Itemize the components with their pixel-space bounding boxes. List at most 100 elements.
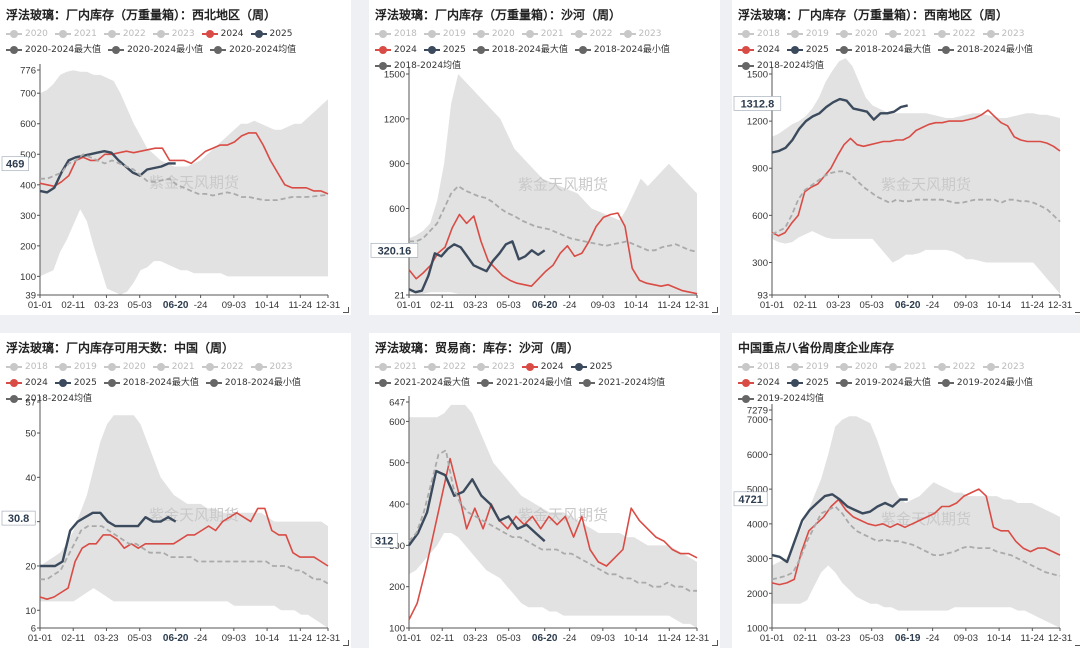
y-tick-label: 500	[20, 150, 36, 161]
legend-item[interactable]: 2018-2024最小值	[574, 42, 670, 58]
legend-item[interactable]: 2018-2024均值	[375, 58, 461, 74]
legend-item[interactable]: 2019	[786, 359, 829, 375]
legend-item[interactable]: 2021	[152, 359, 195, 375]
legend-item[interactable]: 2019	[423, 26, 466, 42]
legend-label: 2021	[903, 29, 927, 39]
resize-handle-icon[interactable]	[712, 640, 718, 646]
legend-item[interactable]: 2024	[201, 26, 244, 42]
legend-item[interactable]: 2024	[375, 42, 417, 58]
legend-item[interactable]: 2020-2024最大值	[6, 42, 101, 58]
legend-item[interactable]: 2020	[835, 359, 878, 375]
legend-item[interactable]: 2023	[250, 359, 292, 375]
legend-item[interactable]: 2022	[103, 26, 146, 42]
x-tick-label: 11-24	[658, 300, 682, 311]
legend-item[interactable]: 2018-2024最大值	[835, 42, 931, 58]
legend-item[interactable]: 2019-2024均值	[738, 391, 824, 407]
legend-label: 2022	[220, 362, 244, 372]
y-tick-label: 21	[394, 291, 405, 302]
legend-item[interactable]: 2022	[423, 359, 466, 375]
resize-handle-icon[interactable]	[1075, 307, 1080, 313]
legend-item[interactable]: 2020	[472, 26, 515, 42]
legend-item[interactable]: 2018	[6, 359, 48, 375]
legend-label: 2020-2024均值	[229, 45, 297, 55]
legend-label: 2024	[25, 378, 48, 388]
legend-item[interactable]: 2020	[6, 26, 48, 42]
legend-item[interactable]: 2023	[982, 26, 1024, 42]
legend-item[interactable]: 2025	[54, 375, 97, 391]
legend-item[interactable]: 2023	[472, 359, 515, 375]
legend-item[interactable]: 2025	[570, 359, 613, 375]
legend-item[interactable]: 2025	[250, 26, 292, 42]
legend-marker-icon	[6, 378, 22, 387]
resize-handle-icon[interactable]	[712, 307, 718, 313]
legend-item[interactable]: 2021	[884, 26, 927, 42]
legend-marker-icon	[54, 378, 71, 387]
legend-label: 2021	[394, 362, 417, 372]
legend-item[interactable]: 2018-2024均值	[6, 391, 92, 407]
x-tick-label: 01-01	[397, 300, 421, 311]
legend-label: 2025	[73, 378, 97, 388]
chart-legend: 2018 2019 2020 2021 2022 2023 2024 2025 2018-202…	[738, 26, 1078, 74]
legend-item[interactable]: 2019-2024最小值	[937, 375, 1033, 391]
legend-item[interactable]: 2018-2024最小值	[937, 42, 1033, 58]
legend-item[interactable]: 2023	[982, 359, 1024, 375]
legend-item[interactable]: 2022	[201, 359, 244, 375]
legend-item[interactable]: 2019-2024最大值	[835, 375, 931, 391]
legend-item[interactable]: 2022	[933, 26, 976, 42]
legend-marker-icon	[982, 362, 999, 371]
legend-label: 2021-2024均值	[598, 378, 666, 388]
legend-item[interactable]: 2019	[786, 26, 829, 42]
x-tick-label: 01-01	[397, 633, 421, 644]
legend-item[interactable]: 2018	[738, 26, 780, 42]
x-tick-label: 02-11	[61, 300, 85, 311]
watermark: 紫金天风期货	[881, 177, 971, 194]
legend-item[interactable]: 2021	[521, 26, 564, 42]
resize-handle-icon[interactable]	[1075, 640, 1080, 646]
resize-handle-icon[interactable]	[343, 307, 349, 313]
legend-item[interactable]: 2018	[375, 26, 417, 42]
legend-item[interactable]: 2020-2024均值	[210, 42, 296, 58]
x-tick-label: 10-14	[624, 300, 648, 311]
legend-item[interactable]: 2018-2024均值	[738, 58, 824, 74]
legend-item[interactable]: 2023	[152, 26, 195, 42]
legend-item[interactable]: 2022	[570, 26, 613, 42]
legend-label: 2022	[952, 29, 976, 39]
legend-item[interactable]: 2018-2024最大值	[472, 42, 568, 58]
legend-label: 2024	[220, 29, 244, 39]
series-line-2025	[40, 511, 177, 568]
legend-marker-icon	[933, 362, 950, 371]
legend-item[interactable]: 2019	[54, 359, 97, 375]
legend-item[interactable]: 2021-2024最大值	[375, 375, 470, 391]
legend-marker-icon	[937, 378, 954, 387]
legend-marker-icon	[103, 29, 120, 38]
legend-item[interactable]: 2020	[103, 359, 146, 375]
legend-item[interactable]: 2025	[786, 375, 829, 391]
legend-label: 2021	[171, 362, 195, 372]
legend-item[interactable]: 2020-2024最小值	[108, 42, 203, 58]
legend-item[interactable]: 2018	[738, 359, 780, 375]
legend-item[interactable]: 2021	[884, 359, 927, 375]
resize-handle-icon[interactable]	[343, 640, 349, 646]
legend-item[interactable]: 2020	[835, 26, 878, 42]
legend-item[interactable]: 2021-2024均值	[579, 375, 665, 391]
legend-item[interactable]: 2025	[423, 42, 466, 58]
legend-item[interactable]: 2023	[619, 26, 661, 42]
legend-item[interactable]: 2021	[54, 26, 97, 42]
legend-item[interactable]: 2018-2024最大值	[103, 375, 199, 391]
legend-label: 2025	[805, 45, 829, 55]
legend-item[interactable]: 2024	[6, 375, 48, 391]
legend-item[interactable]: 2024	[738, 42, 780, 58]
legend-item[interactable]: 2025	[786, 42, 829, 58]
legend-item[interactable]: 2024	[521, 359, 564, 375]
x-tick-label: 11-24	[658, 633, 682, 644]
legend-marker-icon	[835, 362, 852, 371]
y-tick-label: 1000	[747, 624, 768, 635]
legend-item[interactable]: 2024	[738, 375, 780, 391]
x-tick-label: 01-01	[760, 300, 784, 311]
x-current-date-label: 06-20	[163, 633, 189, 644]
legend-item[interactable]: 2021	[375, 359, 417, 375]
gutter	[0, 315, 1080, 333]
legend-item[interactable]: 2022	[933, 359, 976, 375]
legend-item[interactable]: 2018-2024最小值	[205, 375, 301, 391]
legend-item[interactable]: 2021-2024最小值	[477, 375, 572, 391]
